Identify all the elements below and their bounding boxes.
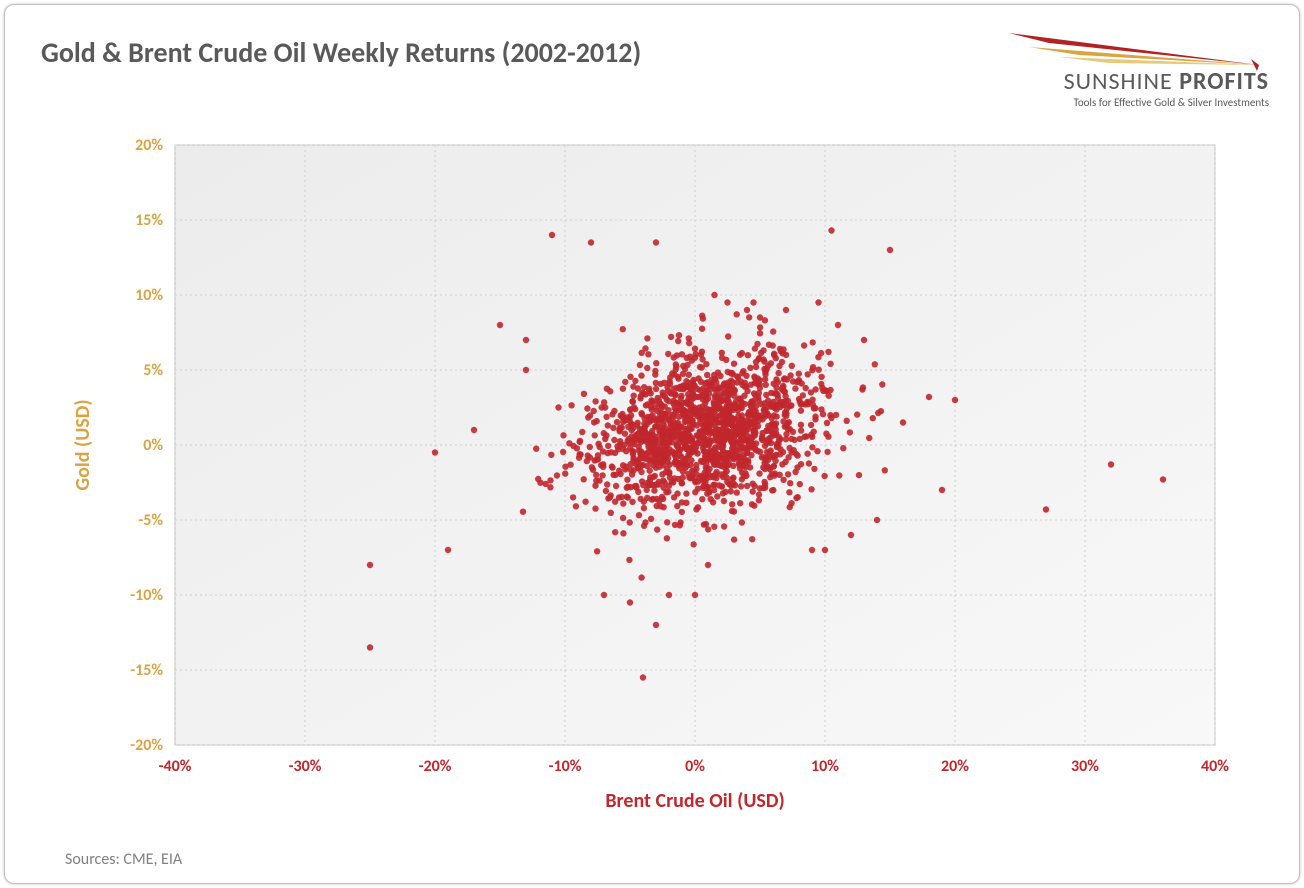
svg-text:5%: 5% (143, 361, 163, 380)
svg-text:-40%: -40% (159, 757, 192, 776)
svg-text:-5%: -5% (138, 511, 163, 530)
logo-main-text: SUNSHINE PROFITS (1064, 67, 1269, 96)
svg-text:-20%: -20% (130, 736, 163, 755)
svg-text:15%: 15% (135, 211, 163, 230)
svg-text:20%: 20% (135, 136, 163, 155)
svg-text:-15%: -15% (130, 661, 163, 680)
chart-title: Gold & Brent Crude Oil Weekly Returns (2… (41, 35, 641, 70)
svg-text:-10%: -10% (130, 586, 163, 605)
svg-text:10%: 10% (811, 757, 839, 776)
svg-text:Brent Crude Oil (USD): Brent Crude Oil (USD) (605, 789, 784, 813)
brand-logo: SUNSHINE PROFITS Tools for Effective Gol… (949, 23, 1269, 113)
svg-text:10%: 10% (135, 286, 163, 305)
chart-svg: -40% -30% -20% -10% 0% 10% 20% 30% 40% -20% -15% -1… (65, 125, 1245, 825)
sources-text: Sources: CME, EIA (65, 850, 182, 869)
svg-text:Gold (USD): Gold (USD) (71, 399, 95, 490)
svg-text:30%: 30% (1071, 757, 1099, 776)
logo-sub-text: Tools for Effective Gold & Silver Invest… (1064, 96, 1269, 109)
svg-text:0%: 0% (685, 757, 705, 776)
scatter-chart: -40% -30% -20% -10% 0% 10% 20% 30% 40% -20% -15% -1… (65, 125, 1245, 825)
chart-card: Gold & Brent Crude Oil Weekly Returns (2… (4, 4, 1300, 884)
svg-text:40%: 40% (1201, 757, 1229, 776)
svg-text:-10%: -10% (549, 757, 582, 776)
svg-text:20%: 20% (941, 757, 969, 776)
svg-text:-20%: -20% (419, 757, 452, 776)
svg-text:-30%: -30% (289, 757, 322, 776)
svg-text:0%: 0% (143, 436, 163, 455)
